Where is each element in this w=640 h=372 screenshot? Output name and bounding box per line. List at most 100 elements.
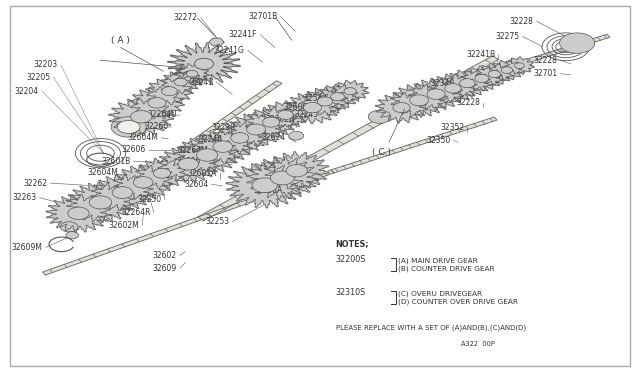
Circle shape xyxy=(410,95,429,106)
Circle shape xyxy=(117,121,140,134)
Polygon shape xyxy=(110,81,282,200)
Text: 32609: 32609 xyxy=(153,263,177,273)
Text: 32606: 32606 xyxy=(122,145,146,154)
Polygon shape xyxy=(444,69,491,97)
Polygon shape xyxy=(332,80,369,102)
Text: 32701: 32701 xyxy=(533,69,557,78)
Text: 32624: 32624 xyxy=(261,134,285,142)
Circle shape xyxy=(475,74,489,83)
Circle shape xyxy=(460,78,475,88)
Circle shape xyxy=(331,93,344,101)
Polygon shape xyxy=(375,92,428,123)
Polygon shape xyxy=(175,64,209,84)
Text: 32602M: 32602M xyxy=(109,221,140,230)
Polygon shape xyxy=(212,122,267,154)
Text: 32701B: 32701B xyxy=(248,12,277,21)
Circle shape xyxy=(195,58,214,70)
Text: (D) COUNTER OVER DRIVE GEAR: (D) COUNTER OVER DRIVE GEAR xyxy=(398,298,518,305)
Polygon shape xyxy=(42,170,334,275)
Text: 32246: 32246 xyxy=(198,135,223,144)
Text: 32264U: 32264U xyxy=(147,110,177,119)
Polygon shape xyxy=(113,165,173,200)
Circle shape xyxy=(488,71,500,78)
Text: 32245: 32245 xyxy=(294,110,319,119)
Text: 32228: 32228 xyxy=(456,98,480,108)
Polygon shape xyxy=(390,84,448,117)
Text: (C) OVERU DRIVEGEAR: (C) OVERU DRIVEGEAR xyxy=(398,290,483,297)
Circle shape xyxy=(89,196,112,209)
Circle shape xyxy=(133,177,153,188)
Circle shape xyxy=(445,84,461,93)
Polygon shape xyxy=(301,87,349,115)
Circle shape xyxy=(154,168,170,178)
Circle shape xyxy=(112,187,132,199)
Text: 32228: 32228 xyxy=(533,56,557,65)
Text: 32241G: 32241G xyxy=(215,46,244,55)
Text: 32606: 32606 xyxy=(177,157,201,166)
Polygon shape xyxy=(461,66,503,91)
Polygon shape xyxy=(136,158,188,189)
Circle shape xyxy=(501,67,513,73)
Circle shape xyxy=(559,33,595,53)
Polygon shape xyxy=(46,195,111,232)
Circle shape xyxy=(174,78,188,86)
Polygon shape xyxy=(198,56,499,221)
Text: 32228: 32228 xyxy=(509,17,533,26)
Text: 32544: 32544 xyxy=(303,94,328,103)
Circle shape xyxy=(246,124,266,135)
Polygon shape xyxy=(490,60,524,80)
Polygon shape xyxy=(428,74,478,103)
Text: 32264M: 32264M xyxy=(178,146,209,155)
Circle shape xyxy=(262,117,280,127)
Text: 32241: 32241 xyxy=(189,78,213,87)
Text: 32241B: 32241B xyxy=(467,50,495,59)
Text: 32230: 32230 xyxy=(211,123,236,132)
Circle shape xyxy=(289,131,304,140)
Polygon shape xyxy=(193,129,253,164)
Circle shape xyxy=(368,110,391,123)
Text: 32241F: 32241F xyxy=(229,30,257,39)
Circle shape xyxy=(344,88,356,95)
Text: 32604: 32604 xyxy=(184,180,209,189)
Text: 32601A: 32601A xyxy=(187,169,216,178)
Circle shape xyxy=(230,133,249,143)
Text: 32609M: 32609M xyxy=(12,243,43,252)
Text: 32310S: 32310S xyxy=(336,288,366,297)
Polygon shape xyxy=(226,163,303,208)
Circle shape xyxy=(303,102,321,113)
Text: 32272: 32272 xyxy=(173,13,198,22)
Polygon shape xyxy=(91,174,154,211)
Text: 32602N: 32602N xyxy=(265,115,295,124)
Text: PLEASE REPLACE WITH A SET OF (A)AND(B),(C)AND(D): PLEASE REPLACE WITH A SET OF (A)AND(B),(… xyxy=(336,324,526,331)
Text: 32602: 32602 xyxy=(153,251,177,260)
Text: 32275: 32275 xyxy=(495,32,520,41)
Text: 32349: 32349 xyxy=(431,79,455,88)
Polygon shape xyxy=(331,117,497,173)
Circle shape xyxy=(317,97,333,106)
Circle shape xyxy=(286,164,307,177)
Polygon shape xyxy=(504,57,534,74)
Circle shape xyxy=(60,222,78,232)
Circle shape xyxy=(111,117,147,137)
Circle shape xyxy=(393,103,410,113)
Polygon shape xyxy=(209,38,224,46)
Circle shape xyxy=(162,87,177,96)
Circle shape xyxy=(278,110,293,119)
Polygon shape xyxy=(146,77,193,105)
Text: 32352: 32352 xyxy=(440,123,464,132)
Polygon shape xyxy=(227,113,285,146)
Circle shape xyxy=(271,171,294,185)
Polygon shape xyxy=(168,43,240,85)
Circle shape xyxy=(213,141,232,153)
Polygon shape xyxy=(246,157,319,199)
Circle shape xyxy=(66,231,79,239)
Text: 32200S: 32200S xyxy=(336,255,366,264)
Circle shape xyxy=(131,110,152,123)
Text: 32608: 32608 xyxy=(284,103,307,112)
Circle shape xyxy=(252,178,278,193)
Polygon shape xyxy=(408,78,463,110)
Text: 32262: 32262 xyxy=(23,179,47,187)
Text: (B) COUNTER DRIVE GEAR: (B) COUNTER DRIVE GEAR xyxy=(398,266,495,272)
Text: 32258A: 32258A xyxy=(253,186,282,195)
Circle shape xyxy=(186,70,198,77)
